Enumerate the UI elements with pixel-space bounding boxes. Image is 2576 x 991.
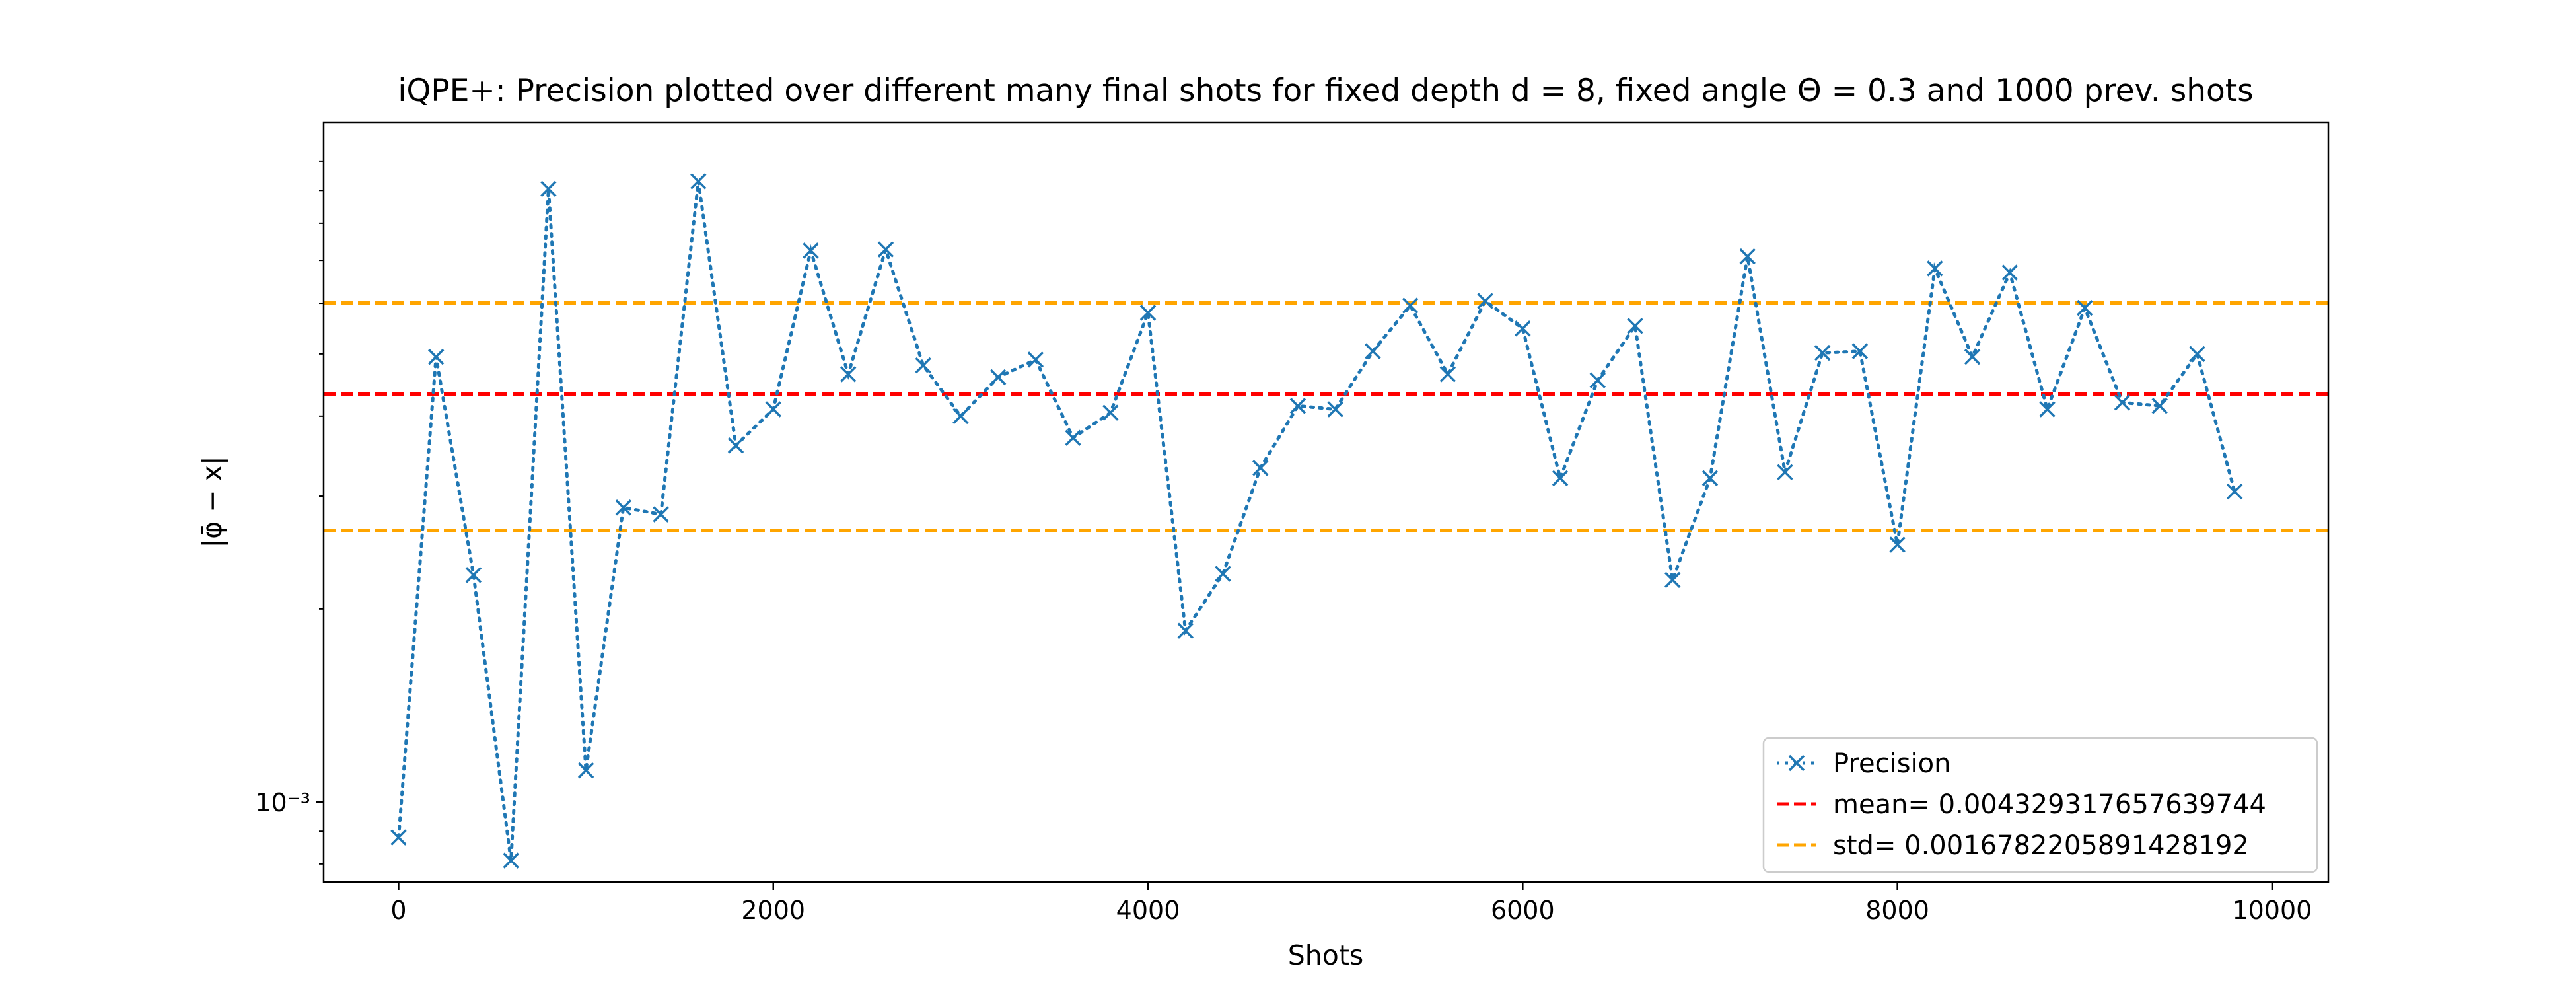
legend-box [1762,737,2318,873]
data-point [2151,398,2168,414]
data-point [1589,372,1606,388]
data-point [1177,622,1194,639]
data-point [727,437,744,454]
legend-label: std= 0.0016782205891428192 [1833,830,2249,861]
data-point [503,852,519,869]
x-tick-label: 10000 [2232,896,2312,925]
data-point [1739,248,1756,265]
data-point [1851,343,1869,359]
data-point [2077,299,2093,316]
chart-title: iQPE+: Precision plotted over different … [398,73,2253,109]
data-point [1289,398,1306,414]
data-point [653,506,669,523]
series-line-0 [397,181,2236,861]
data-point [577,762,594,779]
data-point [2189,346,2205,363]
data-point [615,499,632,516]
data-point [952,408,969,425]
data-point [915,357,931,374]
data-point [840,366,857,383]
x-axis-label: Shots [1288,939,1364,971]
data-point [2001,264,2019,281]
y-axis: 10⁻³ [255,160,324,865]
data-point [2114,394,2131,411]
x-tick-label: 0 [390,896,406,925]
data-point [465,567,482,583]
data-point [2039,401,2056,418]
data-point [803,242,819,259]
x-axis: 0 2000 4000 6000 8000 10000 [390,882,2312,925]
data-point [1215,566,1231,582]
legend-label: mean= 0.004329317657639744 [1833,789,2266,820]
data-point [1889,536,1906,553]
data-point [1365,343,1381,359]
y-tick-label: 10⁻³ [255,788,310,817]
data-point [1402,297,1419,314]
plot-frame [322,121,2330,883]
data-point [1102,404,1119,421]
data-point [877,241,894,258]
x-tick-label: 4000 [1116,896,1180,925]
data-point [1552,470,1569,487]
precision-series [390,173,2243,869]
data-point [1327,401,1343,418]
data-point [1927,260,1943,277]
x-tick-label: 6000 [1491,896,1555,925]
data-point [1627,318,1643,334]
data-point [1664,571,1681,589]
data-point [390,829,407,846]
data-point [427,348,445,365]
x-tick-label: 8000 [1865,896,1929,925]
data-point [1065,429,1081,446]
data-point [1964,348,1981,365]
plot-area [324,301,2328,532]
data-point [1027,351,1044,368]
data-point [989,369,1007,386]
data-point [1515,320,1531,337]
y-axis-label: |φ̄ − x| [196,456,228,548]
data-point [1814,344,1831,361]
data-point [1139,305,1157,321]
data-point [1252,460,1269,476]
x-tick-label: 2000 [741,896,805,925]
data-point [765,401,781,418]
data-point [540,180,557,198]
legend: Precision mean= 0.004329317657639744 std= … [1762,737,2318,873]
data-point [690,173,707,190]
legend-label: Precision [1833,749,1950,779]
data-point [1777,464,1793,480]
data-point [1477,293,1493,309]
legend-marker [1788,754,1805,772]
data-point [2226,483,2243,500]
data-point [1701,470,1719,487]
data-point [1439,366,1456,383]
